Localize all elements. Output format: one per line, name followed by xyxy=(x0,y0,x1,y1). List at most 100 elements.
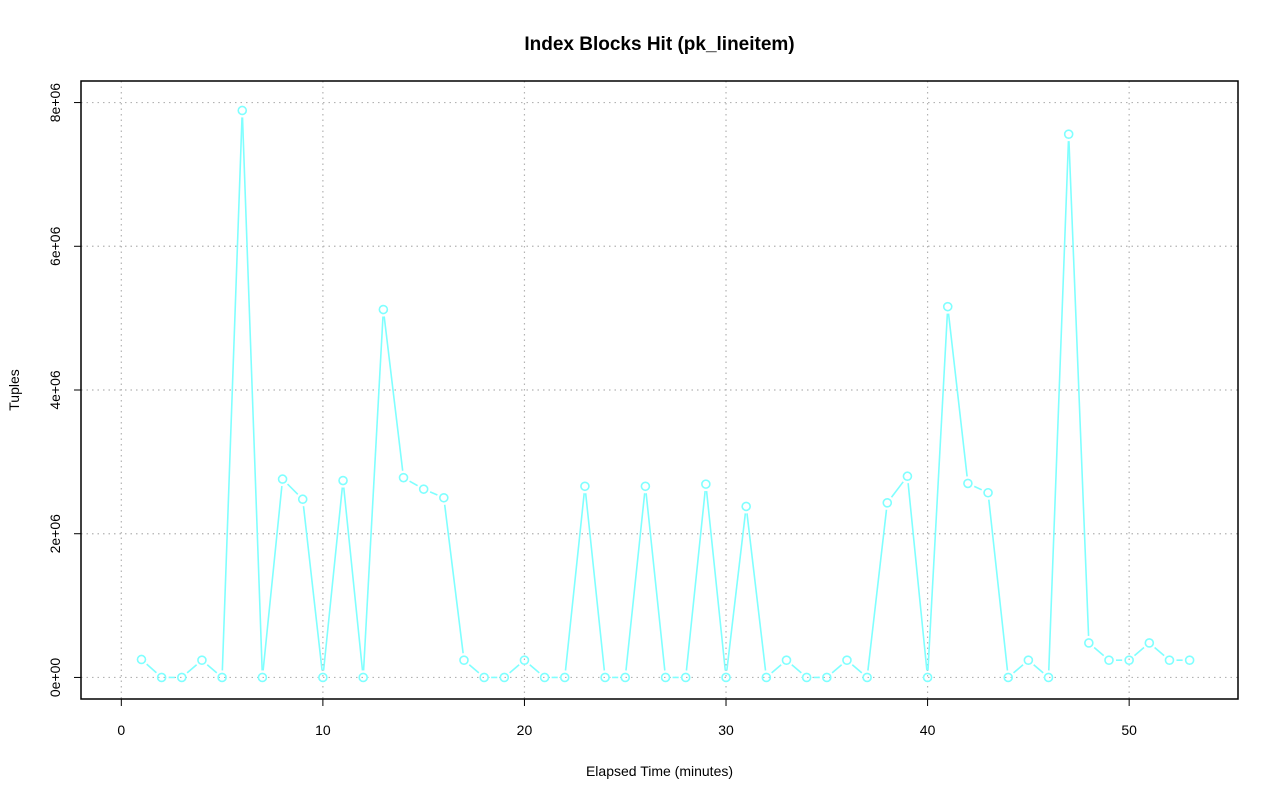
data-point xyxy=(660,672,671,683)
data-point xyxy=(1043,672,1054,683)
series-line-segment xyxy=(1093,646,1105,657)
y-axis-label: Tuples xyxy=(6,369,22,411)
series-line-segment xyxy=(362,316,384,671)
data-point xyxy=(580,481,590,492)
series-line-segment xyxy=(383,316,404,471)
data-point xyxy=(217,672,227,683)
series-line-segment xyxy=(564,493,585,671)
data-point xyxy=(902,471,913,482)
data-point xyxy=(1144,638,1155,648)
series-line-segment xyxy=(746,513,767,671)
series-line-segment xyxy=(988,499,1009,671)
data-point xyxy=(519,655,530,665)
data-point xyxy=(257,672,268,683)
series-line-segment xyxy=(429,491,438,496)
series-line-segment xyxy=(685,491,706,671)
y-tick-label: 6e+06 xyxy=(47,226,63,266)
data-point xyxy=(418,484,429,494)
data-point xyxy=(439,492,449,503)
data-point xyxy=(1084,638,1094,648)
series-line-segment xyxy=(791,664,802,674)
series-line-segment xyxy=(771,664,782,674)
series-line-segment xyxy=(1013,664,1024,674)
series-line-segment xyxy=(705,491,727,671)
y-tick-label: 8e+06 xyxy=(47,83,63,123)
data-point xyxy=(539,672,550,683)
x-tick-label: 40 xyxy=(920,722,936,738)
data-point xyxy=(559,672,570,683)
series-line-segment xyxy=(1068,141,1090,636)
data-point xyxy=(156,672,167,683)
x-tick-label: 10 xyxy=(315,722,331,738)
data-point xyxy=(1124,655,1134,665)
data-point xyxy=(318,672,328,683)
series-line-segment xyxy=(409,480,418,487)
data-point xyxy=(701,479,711,489)
data-point xyxy=(297,494,308,505)
grid-layer xyxy=(81,81,1238,699)
series-line-segment xyxy=(947,313,968,477)
series-line-segment xyxy=(241,117,263,671)
series-line-segment xyxy=(322,487,344,671)
data-point xyxy=(922,672,933,683)
series-line-segment xyxy=(529,664,540,674)
x-tick-label: 50 xyxy=(1121,722,1137,738)
series-line-segment xyxy=(851,664,863,674)
data-point xyxy=(741,501,751,512)
series-line-segment xyxy=(645,493,666,671)
series-line-segment xyxy=(146,663,157,674)
data-point xyxy=(499,672,510,683)
data-point xyxy=(237,105,248,116)
data-point xyxy=(358,672,368,683)
series-line-segment xyxy=(1033,664,1044,674)
data-point xyxy=(277,474,288,484)
series-line-segment xyxy=(1154,646,1165,657)
series-line-segment xyxy=(186,664,198,674)
data-point xyxy=(1104,655,1114,665)
x-tick-label: 30 xyxy=(718,722,734,738)
data-point xyxy=(620,672,631,683)
data-point xyxy=(842,655,852,665)
series-line-segment xyxy=(342,487,364,671)
series-line-segment xyxy=(509,664,520,674)
series-line-segment xyxy=(927,313,949,671)
data-point xyxy=(1023,655,1034,665)
series-line-segment xyxy=(831,664,843,674)
y-tick-label: 2e+06 xyxy=(47,514,63,554)
data-point xyxy=(1184,655,1195,665)
x-tick-label: 0 xyxy=(117,722,125,738)
series-line-segment xyxy=(262,485,283,671)
series-line-segment xyxy=(206,664,218,674)
series-line-segment xyxy=(286,483,299,495)
series-line-segment xyxy=(468,664,480,674)
data-point xyxy=(378,304,389,315)
axis-layer: 0 10 20 30 40 50 0e+00 2e+06 4e+06 6e+06 8e+06 xyxy=(47,83,1137,738)
data-point xyxy=(680,672,691,683)
data-point xyxy=(136,654,147,665)
series-line-segment xyxy=(973,485,983,491)
data-point xyxy=(1063,129,1074,139)
data-point xyxy=(822,672,832,683)
data-point xyxy=(1003,672,1014,683)
y-tick-label: 4e+06 xyxy=(47,370,63,410)
data-point xyxy=(479,672,489,683)
data-point xyxy=(942,301,953,312)
series-line-segment xyxy=(890,481,904,498)
series-line-segment xyxy=(221,117,243,671)
data-point xyxy=(1164,655,1175,665)
series-line-segment xyxy=(443,504,464,654)
data-point xyxy=(721,672,731,683)
data-point xyxy=(781,655,792,665)
x-axis-label: Elapsed Time (minutes) xyxy=(586,763,733,779)
chart-title: Index Blocks Hit (pk_lineitem) xyxy=(524,34,794,55)
data-point xyxy=(176,672,187,683)
data-point xyxy=(801,672,812,683)
data-point xyxy=(338,475,348,486)
x-tick-label: 20 xyxy=(517,722,533,738)
series-layer xyxy=(136,105,1195,683)
data-point xyxy=(600,672,610,683)
data-point xyxy=(963,478,973,489)
data-point xyxy=(983,487,993,498)
data-point xyxy=(459,655,469,665)
